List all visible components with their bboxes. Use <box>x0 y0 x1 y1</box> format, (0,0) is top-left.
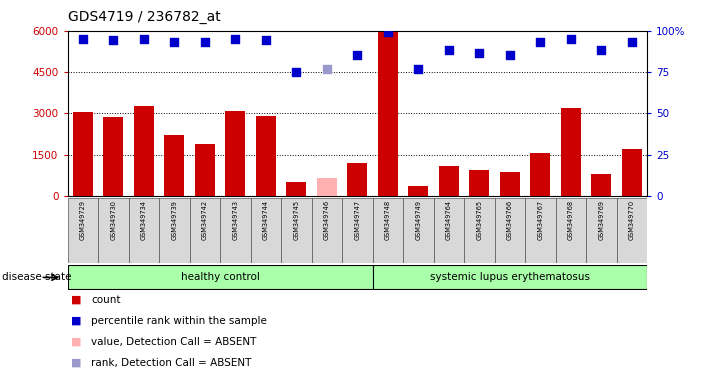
Text: GSM349744: GSM349744 <box>263 200 269 240</box>
Text: disease state: disease state <box>2 272 72 283</box>
Bar <box>373 198 403 263</box>
Point <box>565 36 577 42</box>
Text: GSM349743: GSM349743 <box>232 200 238 240</box>
Bar <box>68 198 98 263</box>
Point <box>230 36 241 42</box>
Text: GSM349770: GSM349770 <box>629 200 635 240</box>
Text: GSM349765: GSM349765 <box>476 200 482 240</box>
Bar <box>434 198 464 263</box>
Bar <box>317 178 337 196</box>
Bar <box>525 198 555 263</box>
Bar <box>622 149 641 196</box>
Bar <box>342 198 373 263</box>
Point <box>535 39 546 45</box>
Point <box>382 29 393 35</box>
Text: GSM349746: GSM349746 <box>324 200 330 240</box>
Text: GSM349729: GSM349729 <box>80 200 86 240</box>
Point <box>138 36 149 42</box>
Point <box>169 39 180 45</box>
Bar <box>195 144 215 196</box>
Bar <box>464 198 495 263</box>
Bar <box>561 108 581 196</box>
Bar <box>134 106 154 196</box>
Text: count: count <box>91 295 120 305</box>
Point <box>351 53 363 59</box>
Bar <box>495 198 525 263</box>
Text: ■: ■ <box>71 358 82 368</box>
Text: GSM349734: GSM349734 <box>141 200 146 240</box>
Bar <box>408 186 428 196</box>
Bar <box>68 265 373 290</box>
Point <box>474 50 485 56</box>
Bar <box>348 163 367 196</box>
Bar <box>311 198 342 263</box>
Bar <box>164 135 184 196</box>
Bar <box>586 198 616 263</box>
Point <box>107 37 119 43</box>
Text: percentile rank within the sample: percentile rank within the sample <box>91 316 267 326</box>
Text: ■: ■ <box>71 316 82 326</box>
Bar <box>103 118 123 196</box>
Bar <box>439 166 459 196</box>
Text: GSM349766: GSM349766 <box>507 200 513 240</box>
Text: GSM349730: GSM349730 <box>110 200 117 240</box>
Text: GSM349749: GSM349749 <box>415 200 422 240</box>
Text: value, Detection Call = ABSENT: value, Detection Call = ABSENT <box>91 337 257 347</box>
Point <box>199 39 210 45</box>
Bar <box>530 153 550 196</box>
Bar <box>500 172 520 196</box>
Point <box>77 36 88 42</box>
Bar <box>555 198 586 263</box>
Bar <box>98 198 129 263</box>
Bar <box>159 198 190 263</box>
Bar <box>225 111 245 196</box>
Point <box>291 69 302 75</box>
Point <box>260 37 272 43</box>
Text: GSM349745: GSM349745 <box>293 200 299 240</box>
Bar <box>287 182 306 196</box>
Text: GSM349748: GSM349748 <box>385 200 391 240</box>
Bar <box>469 170 489 196</box>
Point <box>626 39 638 45</box>
Point <box>443 47 454 53</box>
Text: GSM349767: GSM349767 <box>538 200 543 240</box>
Bar <box>373 265 647 290</box>
Point <box>321 66 333 72</box>
Text: ■: ■ <box>71 295 82 305</box>
Text: GSM349739: GSM349739 <box>171 200 177 240</box>
Text: systemic lupus erythematosus: systemic lupus erythematosus <box>429 272 589 283</box>
Bar <box>256 116 276 196</box>
Point <box>504 53 515 59</box>
Text: ■: ■ <box>71 337 82 347</box>
Bar <box>592 174 611 196</box>
Text: GSM349742: GSM349742 <box>202 200 208 240</box>
Text: GSM349764: GSM349764 <box>446 200 451 240</box>
Bar <box>250 198 281 263</box>
Bar <box>190 198 220 263</box>
Bar <box>403 198 434 263</box>
Text: GSM349769: GSM349769 <box>598 200 604 240</box>
Bar <box>281 198 311 263</box>
Text: rank, Detection Call = ABSENT: rank, Detection Call = ABSENT <box>91 358 252 368</box>
Bar <box>220 198 250 263</box>
Text: healthy control: healthy control <box>181 272 260 283</box>
Bar <box>129 198 159 263</box>
Text: GSM349768: GSM349768 <box>568 200 574 240</box>
Bar <box>73 112 92 196</box>
Bar <box>378 32 397 196</box>
Text: GDS4719 / 236782_at: GDS4719 / 236782_at <box>68 10 220 23</box>
Bar <box>616 198 647 263</box>
Text: GSM349747: GSM349747 <box>354 200 360 240</box>
Point <box>412 66 424 72</box>
Point <box>596 47 607 53</box>
